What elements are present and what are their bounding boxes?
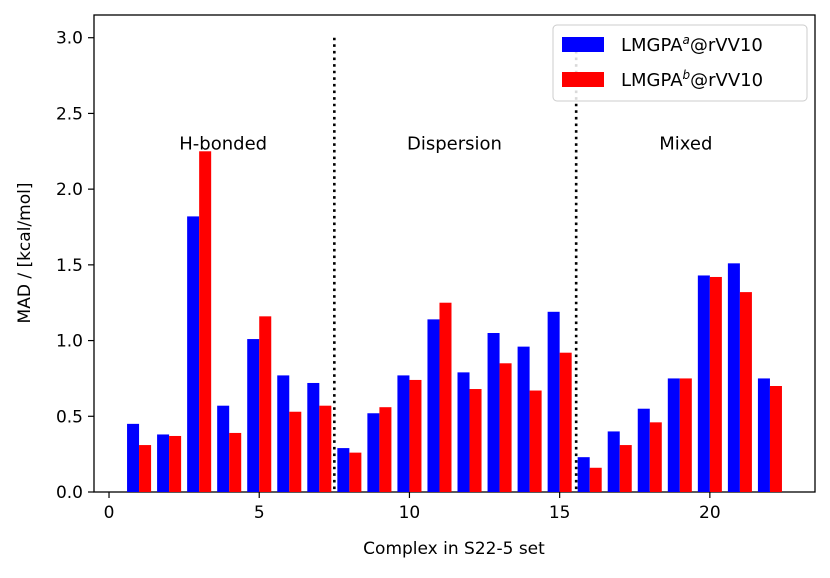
bar-series-b-complex-7 [319, 405, 332, 492]
bar-series-b-complex-4 [229, 432, 242, 492]
bar-series-b-complex-21 [739, 292, 752, 492]
bar-series-a-complex-5 [247, 339, 260, 492]
bar-series-a-complex-12 [457, 372, 470, 492]
x-tick-label-10: 10 [399, 503, 421, 523]
y-tick-label-1.5: 1.5 [56, 256, 83, 276]
bar-series-b-complex-14 [529, 390, 542, 492]
separators [333, 37, 578, 492]
legend-entry-a: LMGPAa@rVV10 [562, 33, 763, 56]
annotation-dispersion: Dispersion [407, 134, 502, 155]
annotation-h-bonded: H-bonded [179, 134, 267, 155]
x-tick-label-15: 15 [549, 503, 571, 523]
bar-series-b-complex-9 [379, 407, 392, 492]
bar-series-b-complex-11 [439, 302, 452, 492]
bar-series-b-complex-17 [619, 445, 632, 492]
legend-label-b: LMGPAb@rVV10 [621, 68, 763, 91]
bar-series-a-complex-8 [337, 448, 350, 492]
bar-series-a-complex-17 [607, 431, 620, 492]
y-tick-label-2.0: 2.0 [56, 180, 83, 200]
legend-entry-b: LMGPAb@rVV10 [562, 68, 763, 91]
bar-series-a-complex-6 [277, 375, 290, 492]
y-tick-label-2.5: 2.5 [56, 104, 83, 124]
bar-series-a-complex-2 [157, 434, 170, 492]
x-tick-label-0: 0 [104, 503, 115, 523]
annotation-mixed: Mixed [659, 134, 712, 155]
y-tick-label-0.5: 0.5 [56, 407, 83, 427]
bar-series-a-complex-15 [547, 311, 560, 492]
bar-series-a-complex-3 [187, 216, 200, 492]
bars [127, 151, 782, 493]
bar-series-b-complex-3 [199, 151, 212, 493]
bar-series-a-complex-7 [307, 382, 320, 492]
legend-swatch-a [562, 37, 604, 52]
y-tick-label-0.0: 0.0 [56, 483, 83, 503]
legend-swatch-b [562, 72, 604, 87]
bar-series-b-complex-5 [259, 316, 272, 492]
bar-series-a-complex-16 [577, 457, 590, 492]
bar-series-b-complex-13 [499, 363, 512, 492]
bar-series-b-complex-1 [139, 445, 152, 492]
legend: LMGPAa@rVV10 LMGPAb@rVV10 [552, 24, 808, 102]
bar-series-b-complex-12 [469, 389, 482, 492]
bar-series-b-complex-8 [349, 452, 362, 492]
bar-series-b-complex-19 [679, 378, 692, 492]
bar-series-b-complex-16 [589, 467, 602, 492]
plot-frame [93, 14, 816, 493]
bar-series-a-complex-9 [367, 413, 380, 492]
bar-series-b-complex-10 [409, 379, 422, 492]
x-axis: 0 5 10 15 20 [104, 492, 721, 523]
x-tick-label-20: 20 [699, 503, 721, 523]
bar-series-b-complex-15 [559, 352, 572, 492]
bar-series-a-complex-18 [637, 408, 650, 492]
bar-series-a-complex-1 [127, 423, 140, 492]
bar-series-a-complex-20 [697, 275, 710, 492]
bar-series-b-complex-20 [709, 276, 722, 492]
y-axis: 0.0 0.5 1.0 1.5 2.0 2.5 3.0 [56, 29, 94, 503]
bar-series-a-complex-10 [397, 375, 410, 492]
bar-series-a-complex-11 [427, 319, 440, 492]
bar-series-a-complex-4 [217, 405, 230, 492]
legend-box [552, 24, 808, 102]
y-tick-label-3.0: 3.0 [56, 29, 83, 49]
x-axis-title: Complex in S22-5 set [363, 539, 545, 559]
y-tick-label-1.0: 1.0 [56, 332, 83, 352]
y-axis-title: MAD / [kcal/mol] [15, 183, 35, 324]
bar-series-a-complex-19 [667, 378, 680, 492]
x-tick-label-5: 5 [254, 503, 265, 523]
bar-series-a-complex-22 [757, 378, 770, 492]
bar-series-a-complex-13 [487, 333, 500, 492]
bar-series-b-complex-2 [169, 435, 182, 492]
bar-series-b-complex-22 [769, 386, 782, 492]
legend-label-a: LMGPAa@rVV10 [621, 33, 763, 56]
bar-series-b-complex-18 [649, 422, 662, 492]
bar-series-a-complex-21 [727, 263, 740, 492]
bar-series-b-complex-6 [289, 411, 302, 492]
region-annotations: H-bonded Dispersion Mixed [179, 134, 712, 155]
bar-series-a-complex-14 [517, 346, 530, 492]
